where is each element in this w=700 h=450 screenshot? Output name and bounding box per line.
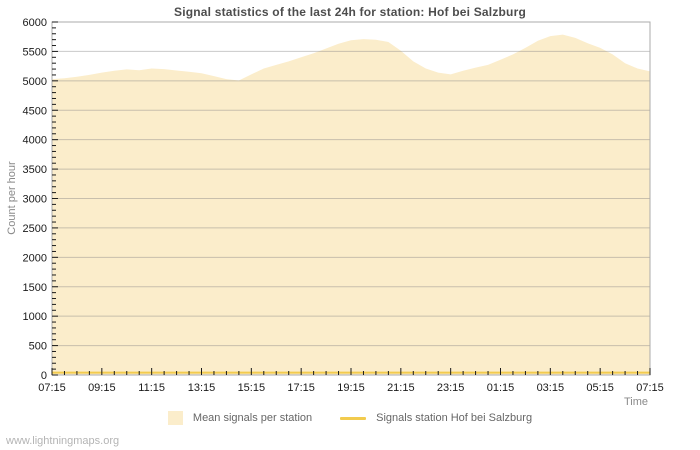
y-tick-label: 0 [41, 370, 47, 382]
y-tick-label: 5000 [23, 76, 47, 88]
x-tick-label: 01:15 [487, 382, 515, 394]
y-tick-label: 3500 [23, 164, 47, 176]
mean-signals-area [52, 34, 650, 375]
legend-label-mean-signals: Mean signals per station [192, 412, 313, 424]
x-tick-label: 21:15 [387, 382, 415, 394]
x-tick-label: 19:15 [337, 382, 365, 394]
x-tick-label: 23:15 [437, 382, 465, 394]
x-tick-label: 05:15 [586, 382, 614, 394]
x-tick-label: 13:15 [188, 382, 216, 394]
x-tick-label: 07:15 [38, 382, 66, 394]
y-tick-label: 2500 [23, 223, 47, 235]
x-tick-label: 03:15 [537, 382, 565, 394]
x-tick-label: 15:15 [238, 382, 266, 394]
watermark: www.lightningmaps.org [6, 435, 120, 447]
x-tick-label: 07:15 [636, 382, 664, 394]
y-tick-label: 5500 [23, 46, 47, 58]
chart-title: Signal statistics of the last 24h for st… [174, 5, 526, 19]
x-tick-label: 11:15 [138, 382, 165, 394]
x-tick-label: 09:15 [88, 382, 116, 394]
mean-signals-swatch-icon [167, 411, 183, 425]
y-tick-label: 2000 [23, 252, 47, 264]
y-tick-label: 1000 [23, 311, 47, 323]
chart-legend: Mean signals per station Signals station… [0, 409, 700, 427]
y-tick-label: 6000 [23, 17, 47, 29]
y-tick-label: 4500 [23, 105, 47, 117]
x-axis-title: Time [623, 396, 648, 408]
y-tick-label: 500 [29, 341, 47, 353]
y-tick-label: 3000 [23, 194, 47, 206]
station-signals-line-icon [340, 416, 367, 420]
y-tick-label: 4000 [23, 135, 47, 147]
x-tick-label: 17:15 [287, 382, 315, 394]
y-axis-title: Count per hour [6, 161, 18, 235]
y-tick-label: 1500 [23, 282, 47, 294]
legend-label-station-signals: Signals station Hof bei Salzburg [376, 412, 533, 424]
